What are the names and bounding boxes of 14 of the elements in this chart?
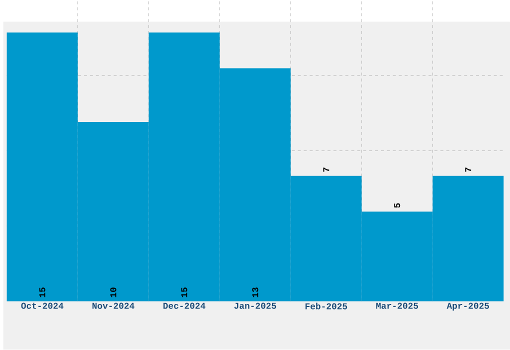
data-label: 5 [394, 203, 400, 208]
x-tick-label: Apr-2025 [446, 302, 490, 311]
data-label: 10 [110, 288, 116, 298]
x-tick-label: Dec-2024 [163, 302, 206, 310]
data-label: 13 [252, 288, 258, 298]
data-label: 15 [181, 288, 188, 298]
x-tick-label: Oct-2024 [21, 302, 64, 310]
data-label: 7 [323, 168, 330, 172]
x-tick-label: Nov-2024 [92, 302, 134, 310]
x-tick-label: Feb-2025 [306, 302, 348, 310]
x-tick-label: Mar-2025 [376, 302, 418, 310]
data-label: 15 [39, 288, 46, 298]
x-tick-label: Jan-2025 [234, 302, 276, 310]
data-label: 7 [465, 168, 472, 172]
